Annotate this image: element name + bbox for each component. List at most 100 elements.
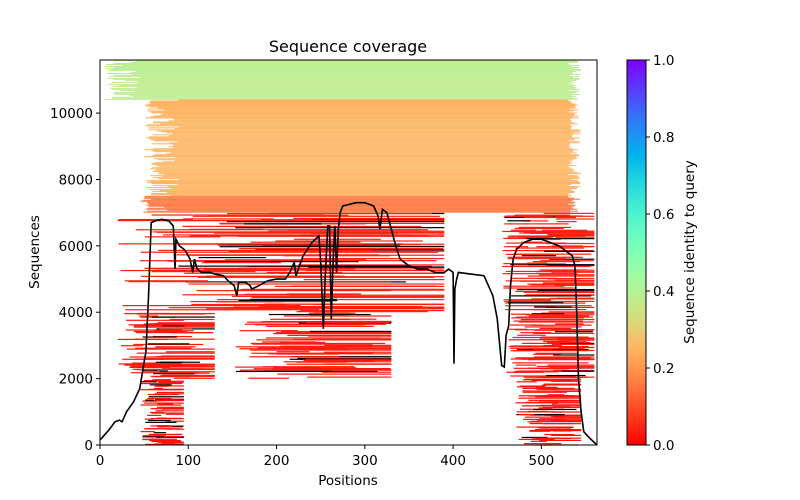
coverage-fragment [283, 315, 392, 317]
coverage-fragment [515, 247, 584, 249]
y-tick-label: 10000 [50, 106, 93, 122]
coverage-fragment [553, 434, 572, 437]
colorbar-axis: 0.0 0.2 0.4 0.6 0.8 1.0 [646, 53, 674, 454]
coverage-band-row [154, 170, 573, 172]
coverage-fragment [157, 425, 169, 427]
coverage-fragment [292, 285, 436, 287]
coverage-band-row [150, 102, 572, 104]
coverage-fragment [144, 428, 166, 430]
coverage-band-row [159, 190, 573, 192]
coverage-fragment [322, 371, 392, 373]
coverage-fragment [140, 382, 182, 385]
coverage-fragment [552, 354, 595, 356]
coverage-fragment [510, 324, 544, 326]
coverage-fragment [244, 223, 322, 225]
coverage-fragment [306, 322, 389, 324]
coverage-fragment [536, 365, 595, 368]
coverage-fragment [524, 378, 582, 380]
coverage-band-row [104, 98, 578, 100]
coverage-fragment [556, 218, 595, 220]
coverage-band-row [178, 99, 568, 101]
coverage-fragment [120, 269, 288, 272]
coverage-fragment [154, 385, 169, 387]
x-tick-label: 100 [175, 453, 201, 469]
coverage-band-row [136, 82, 570, 84]
coverage-fragment [516, 288, 595, 291]
coverage-fragment [299, 310, 445, 312]
coverage-band-row [106, 67, 574, 69]
coverage-band-row [144, 149, 579, 151]
coverage-fragment [142, 336, 177, 338]
coverage-band-row [173, 144, 570, 146]
coverage-fragment [514, 227, 552, 230]
coverage-fragment [530, 440, 547, 442]
coverage-fragment [250, 241, 361, 243]
coverage-fragment [541, 269, 587, 271]
coverage-fragment [324, 344, 392, 346]
coverage-fragment [149, 439, 175, 442]
coverage-fragment [550, 264, 595, 266]
coverage-fragment [244, 323, 338, 325]
coverage-fragment [536, 405, 582, 407]
coverage-fragment [516, 386, 545, 388]
coverage-fragment [522, 391, 567, 393]
coverage-band-row [151, 143, 570, 145]
coverage-band-row [154, 151, 574, 153]
coverage-fragment [511, 277, 558, 279]
coverage-band-row [150, 189, 572, 191]
coverage-fragment [542, 384, 582, 386]
coverage-fragment [268, 230, 445, 232]
coverage-band-row [174, 128, 571, 130]
coverage-fragment [283, 361, 392, 363]
coverage-fragment [505, 305, 592, 307]
coverage-fragment [144, 418, 154, 420]
coverage-fragment [547, 394, 565, 396]
coverage-fragment [308, 266, 445, 268]
coverage-fragment [250, 342, 386, 345]
coverage-band-row [162, 176, 579, 178]
coverage-band-row [163, 174, 568, 176]
coverage-fragment [150, 375, 215, 377]
y-axis-label: Sequences [27, 215, 43, 289]
coverage-fragment [158, 249, 373, 252]
coverage-band-row [154, 140, 569, 142]
coverage-fragment [535, 238, 561, 241]
coverage-fragment [515, 256, 578, 258]
coverage-band-row [112, 97, 577, 99]
coverage-fragment [303, 279, 445, 281]
coverage-fragment [553, 406, 571, 408]
coverage-fragment [505, 270, 561, 273]
coverage-band-row [150, 111, 569, 113]
coverage-fragment [549, 367, 595, 369]
coverage-fragment [535, 352, 577, 354]
coverage-fragment [152, 379, 171, 381]
coverage-fragment [541, 312, 595, 314]
coverage-band-row [179, 179, 573, 181]
coverage-fragment [157, 380, 184, 382]
coverage-band-row [146, 124, 571, 126]
y-tick-label: 4000 [59, 305, 93, 321]
coverage-fragment [290, 349, 325, 351]
coverage-band-row [150, 193, 569, 195]
coverage-fragment [309, 232, 398, 234]
coverage-band-row [148, 103, 576, 105]
coverage-fragment [142, 438, 177, 440]
coverage-fragment [506, 371, 544, 373]
coverage-fragment [512, 263, 567, 265]
coverage-fragment [133, 325, 181, 327]
coverage-band-row [111, 85, 575, 87]
coverage-fragment [510, 350, 532, 352]
coverage-fragment [540, 260, 594, 262]
coverage-fragment [543, 212, 595, 214]
coverage-band-row [151, 112, 578, 114]
coverage-fragment [240, 289, 381, 291]
y-tick-label: 0 [84, 438, 93, 454]
coverage-fragment [147, 414, 162, 416]
coverage-fragment [507, 236, 553, 238]
coverage-fragment [536, 271, 595, 273]
coverage-fragment [182, 225, 288, 227]
coverage-fragment [235, 366, 316, 368]
coverage-fragment [292, 272, 445, 274]
coverage-segments [104, 60, 595, 446]
coverage-fragment [510, 375, 576, 377]
